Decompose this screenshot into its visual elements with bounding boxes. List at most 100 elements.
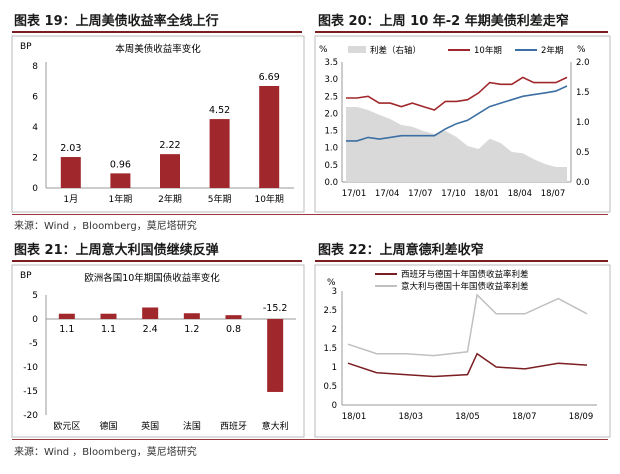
chart-20-series-spread-area <box>346 107 567 182</box>
chart-20-ylabel-left: % <box>319 45 328 55</box>
chart-20-xtick: 17/07 <box>408 189 433 199</box>
panel-20-title: 图表 20：上周 10 年-2 年期美债利差走窄 <box>318 14 569 29</box>
chart-19-xtick: 1年期 <box>109 193 133 205</box>
chart-21-ytick: -15 <box>23 387 38 397</box>
chart-22-ytick: 0 <box>332 401 337 411</box>
chart-22-xtick: 18/05 <box>455 412 480 422</box>
chart-19-us-yield-change: 本周美债收益率变化 BP 0 2 4 6 8 2.03 1月 0.96 1年期 2.22 2年期 4.52… <box>11 35 305 213</box>
chart-21-value-label: 1.1 <box>59 324 74 335</box>
chart-22-ytick: 3 <box>332 287 337 297</box>
chart-19-frame <box>11 35 305 213</box>
chart-22-xtick: 18/01 <box>342 412 367 422</box>
chart-19-ytick: 8 <box>32 62 38 72</box>
chart-21-ytick: 5 <box>32 291 38 301</box>
chart-19-value-label: 4.52 <box>209 105 230 116</box>
chart-19-value-label: 2.03 <box>60 143 81 154</box>
chart-19-value-label: 2.22 <box>159 140 180 151</box>
chart-20-legend-spread: 利差（右轴） <box>370 45 421 56</box>
chart-19-ytick: 4 <box>32 123 38 133</box>
chart-19-xtick: 5年期 <box>208 193 232 205</box>
chart-21-value-label: 0.8 <box>226 324 241 335</box>
chart-22-ytick: 0.5 <box>323 382 337 392</box>
chart-19-title: 本周美债收益率变化 <box>115 43 201 55</box>
chart-21-ytick: -20 <box>23 411 38 421</box>
chart-22-legend-spain: 西班牙与德国十年国债收益率利差 <box>401 269 529 280</box>
chart-19-ytick: 6 <box>32 93 38 103</box>
chart-22-ytick: 2.5 <box>323 306 337 316</box>
panel-19-title: 图表 19：上周美债收益率全线上行 <box>14 14 219 29</box>
chart-20-us-10y-2y: % % 0.0 0.5 1.0 1.5 2.0 2.5 3.0 3.5 0.0 0.5 1.0 1.5 2.… <box>314 35 611 213</box>
chart-21-value-label: 2.4 <box>143 324 158 335</box>
chart-20-ytick-left: 0.5 <box>324 161 338 171</box>
chart-20-xtick: 18/07 <box>541 189 566 199</box>
chart-19-ytick: 2 <box>32 154 38 164</box>
chart-22-series-spain-line <box>347 352 588 378</box>
chart-20-legend-2y: 2年期 <box>541 45 563 56</box>
chart-21-ytick: -5 <box>29 339 38 349</box>
chart-20-ytick-left: 2.0 <box>324 109 338 119</box>
chart-20-xtick: 17/01 <box>342 189 367 199</box>
chart-20-legend-10y: 10年期 <box>474 45 502 56</box>
chart-20-xtick: 17/04 <box>375 189 400 199</box>
source-bottom: 来源：Wind ，Bloomberg，莫尼塔研究 <box>14 447 197 458</box>
chart-22-ytick: 2 <box>332 325 337 335</box>
chart-19-xtick: 10年期 <box>254 193 283 205</box>
chart-22-series-italy-line <box>347 293 588 357</box>
chart-21-bar <box>100 313 117 319</box>
chart-22-ytick: 1 <box>332 363 337 373</box>
chart-21-value-label: 1.1 <box>101 324 116 335</box>
chart-19-xtick: 2年期 <box>158 193 182 205</box>
chart-19-ytick: 0 <box>32 184 38 194</box>
chart-22-frame <box>314 264 611 438</box>
panel-22-title: 图表 22：上周意德利差收窄 <box>318 243 484 258</box>
chart-20-series-2y-line <box>346 85 568 142</box>
chart-20-ytick-left: 1.0 <box>324 144 338 154</box>
chart-20-ytick-left: 2.5 <box>324 92 338 102</box>
chart-19-bar <box>160 154 180 188</box>
chart-21-europe-10y-change: 欧洲各国10年期国债收益率变化 BP5 0 -5 -10 -15 -20 1.1 欧元区 1.1 德… <box>11 264 305 438</box>
chart-20-ytick-right: 1.0 <box>576 118 590 128</box>
panel-20-rule <box>315 31 608 33</box>
chart-21-bar <box>183 313 200 319</box>
chart-21-xtick: 西班牙 <box>220 420 247 432</box>
chart-20-ytick-left: 3.0 <box>324 75 338 85</box>
chart-19-value-label: 0.96 <box>110 159 131 170</box>
chart-19-xtick: 1月 <box>63 194 78 205</box>
chart-22-legend-italy: 意大利与德国十年国债收益率利差 <box>401 281 529 292</box>
chart-22-spreads-vs-germany: % 0 0.5 1 1.5 2 2.5 3 18/01 18/03 18/05 18/07 18/09 西… <box>314 264 611 438</box>
chart-20-xtick: 18/04 <box>508 189 533 199</box>
chart-21-xtick: 意大利 <box>262 420 289 432</box>
chart-21-bar <box>225 315 242 319</box>
chart-22-xtick: 18/09 <box>569 412 594 422</box>
chart-21-ylabel: BP <box>20 271 32 281</box>
chart-20-ytick-right: 1.5 <box>576 88 590 98</box>
chart-21-bar <box>267 319 284 392</box>
chart-20-xtick: 18/01 <box>474 189 499 199</box>
chart-20-ytick-left: 0.0 <box>324 178 338 188</box>
chart-20-series-10y-line <box>346 76 568 111</box>
chart-20-ytick-right: 2.0 <box>576 58 590 68</box>
source-top: 来源：Wind ，Bloomberg，莫尼塔研究 <box>14 221 197 232</box>
chart-22-ytick: 1.5 <box>323 344 337 354</box>
chart-21-bar <box>58 313 75 319</box>
chart-21-xtick: 英国 <box>141 420 159 432</box>
chart-20-ytick-left: 3.5 <box>324 58 338 68</box>
chart-20-ylabel-right: % <box>577 45 586 55</box>
chart-19-bar <box>209 119 230 188</box>
chart-21-ytick: 0 <box>32 315 38 325</box>
chart-21-value-label: 1.2 <box>184 324 199 335</box>
panel-19-rule <box>12 31 302 33</box>
source-rule-bottom <box>12 439 608 440</box>
chart-19-bar <box>259 85 280 188</box>
panel-21-rule <box>12 260 302 262</box>
chart-19-bar <box>110 173 131 188</box>
chart-21-xtick: 欧元区 <box>53 420 80 432</box>
chart-19-ylabel: BP <box>20 42 32 52</box>
chart-20-ytick-right: 0.5 <box>576 148 590 158</box>
chart-21-xtick: 德国 <box>99 420 117 432</box>
chart-20-xtick: 17/10 <box>441 189 466 199</box>
chart-20-legend-swatch-spread <box>348 46 366 53</box>
chart-21-ytick: -10 <box>23 363 38 373</box>
chart-21-bar <box>142 307 159 319</box>
source-rule-top <box>12 214 608 215</box>
